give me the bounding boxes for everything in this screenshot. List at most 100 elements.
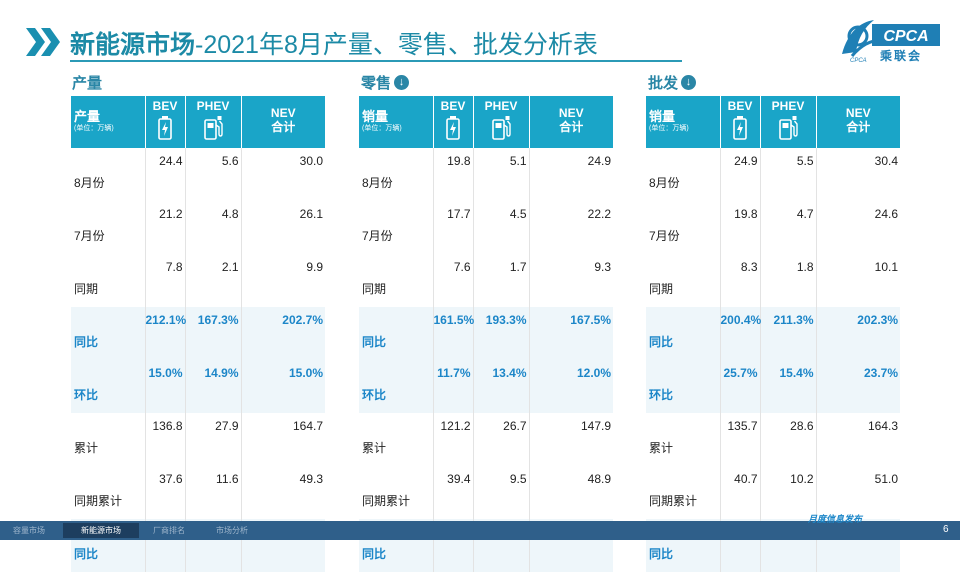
bev-value: 161.5%: [432, 307, 474, 360]
bev-value: 17.7: [432, 201, 473, 254]
phev-value: 14.9%: [184, 360, 241, 413]
nev-value: 24.9: [528, 148, 613, 201]
nev-value: 10.1: [815, 254, 900, 307]
header-nev: NEV 合计: [528, 96, 613, 148]
tab-nev-market[interactable]: 新能源市场: [63, 523, 139, 538]
phev-value: 9.5: [472, 466, 529, 519]
phev-value: 13.4%: [472, 360, 529, 413]
row-label: 同期累计: [649, 494, 698, 508]
battery-icon: [733, 116, 747, 140]
phev-value: 193.3%: [472, 307, 529, 360]
svg-text:CPCA: CPCA: [850, 58, 867, 64]
nev-value: 12.0%: [528, 360, 613, 413]
nev-value: 30.0: [240, 148, 325, 201]
phev-value: 5.6: [184, 148, 241, 201]
nev-value: 23.7%: [815, 360, 900, 413]
section-title-production: 产量: [72, 75, 103, 92]
row-label: 同期: [362, 282, 387, 296]
table-row: 环比 11.7% 13.4% 12.0%: [359, 360, 613, 413]
bev-value: 15.0%: [144, 360, 185, 413]
bev-value: 24.4: [144, 148, 185, 201]
bev-value: 136.8: [144, 413, 185, 466]
row-label: 累计: [74, 441, 99, 455]
phev-value: 4.5: [472, 201, 529, 254]
bev-value: 121.2: [432, 413, 473, 466]
row-label: 8月份: [362, 176, 393, 190]
header-bev: BEV: [432, 96, 473, 148]
row-label: 同比: [359, 307, 433, 360]
header-phev: PHEV: [759, 96, 816, 148]
section-title-retail: 零售 ↓: [361, 72, 410, 93]
down-arrow-icon: ↓: [681, 75, 697, 90]
tab-capacity-market[interactable]: 容量市场: [13, 526, 45, 535]
tab-market-analysis[interactable]: 市场分析: [216, 526, 248, 535]
table-row: 7月份 19.8 4.7 24.6: [646, 201, 900, 254]
bev-value: 212.1%: [144, 307, 186, 360]
table-header-row: 销量 (单位：万辆) BEV PHEV NEV 合计: [359, 96, 613, 148]
row-label: 8月份: [649, 176, 680, 190]
phev-value: 167.3%: [184, 307, 241, 360]
nev-value: 9.3: [528, 254, 613, 307]
fuel-pump-icon: [779, 116, 798, 140]
row-label: 环比: [71, 360, 145, 413]
battery-icon: [446, 116, 460, 140]
phev-value: 27.9: [184, 413, 241, 466]
table-row: 同期累计 39.4 9.5 48.9: [359, 466, 613, 519]
table-row: 同期累计 40.7 10.2 51.0: [646, 466, 900, 519]
phev-value: 1.8: [759, 254, 816, 307]
bev-value: 24.9: [719, 148, 760, 201]
table-row: 同比 212.1% 167.3% 202.7%: [71, 307, 325, 360]
header-label-cell: 销量 (单位：万辆): [646, 96, 720, 148]
table-row: 同期累计 37.6 11.6 49.3: [71, 466, 325, 519]
table-row: 7月份 17.7 4.5 22.2: [359, 201, 613, 254]
row-label: 7月份: [362, 229, 393, 243]
tab-maker-ranking[interactable]: 厂商排名: [153, 526, 185, 535]
table-row: 同期 8.3 1.8 10.1: [646, 254, 900, 307]
fuel-pump-icon: [204, 116, 223, 140]
header-nev: NEV 合计: [815, 96, 900, 148]
row-label: 7月份: [74, 229, 105, 243]
down-arrow-icon: ↓: [394, 75, 410, 90]
bev-value: 19.8: [432, 148, 473, 201]
table-row: 同比 200.4% 211.3% 202.3%: [646, 307, 900, 360]
phev-value: 26.7: [472, 413, 529, 466]
row-label: 同期累计: [74, 494, 123, 508]
bev-value: 200.4%: [719, 307, 761, 360]
table-row: 7月份 21.2 4.8 26.1: [71, 201, 325, 254]
phev-value: 5.1: [472, 148, 529, 201]
nev-value: 49.3: [240, 466, 325, 519]
table-row: 累计 121.2 26.7 147.9: [359, 413, 613, 466]
nev-value: 164.3: [815, 413, 900, 466]
phev-value: 11.6: [184, 466, 241, 519]
table-header-row: 产量 (单位：万辆) BEV PHEV NEV 合计: [71, 96, 325, 148]
table-row: 累计 135.7 28.6 164.3: [646, 413, 900, 466]
nev-value: 147.9: [528, 413, 613, 466]
header-phev: PHEV: [472, 96, 529, 148]
bottom-bar: [0, 521, 960, 540]
row-label: 同期: [649, 282, 674, 296]
phev-value: 1.7: [472, 254, 529, 307]
phev-value: 211.3%: [759, 307, 816, 360]
row-label: 累计: [649, 441, 674, 455]
nev-value: 22.2: [528, 201, 613, 254]
nev-value: 24.6: [815, 201, 900, 254]
title-underline: [70, 60, 682, 62]
bev-value: 19.8: [719, 201, 760, 254]
bev-value: 7.8: [144, 254, 185, 307]
row-label: 累计: [362, 441, 387, 455]
bev-value: 135.7: [719, 413, 760, 466]
table-row: 同期 7.8 2.1 9.9: [71, 254, 325, 307]
page-number: 6: [943, 524, 949, 535]
table-row: 环比 15.0% 14.9% 15.0%: [71, 360, 325, 413]
battery-icon: [158, 116, 172, 140]
bev-value: 11.7%: [432, 360, 473, 413]
phev-value: 10.2: [759, 466, 816, 519]
table-row: 8月份 19.8 5.1 24.9: [359, 148, 613, 201]
cpca-logo: CPCA CPCA: [842, 20, 940, 64]
phev-value: 4.7: [759, 201, 816, 254]
bev-value: 39.4: [432, 466, 473, 519]
phev-value: 28.6: [759, 413, 816, 466]
header-bev: BEV: [144, 96, 185, 148]
row-label: 环比: [646, 360, 720, 413]
bev-value: 40.7: [719, 466, 760, 519]
